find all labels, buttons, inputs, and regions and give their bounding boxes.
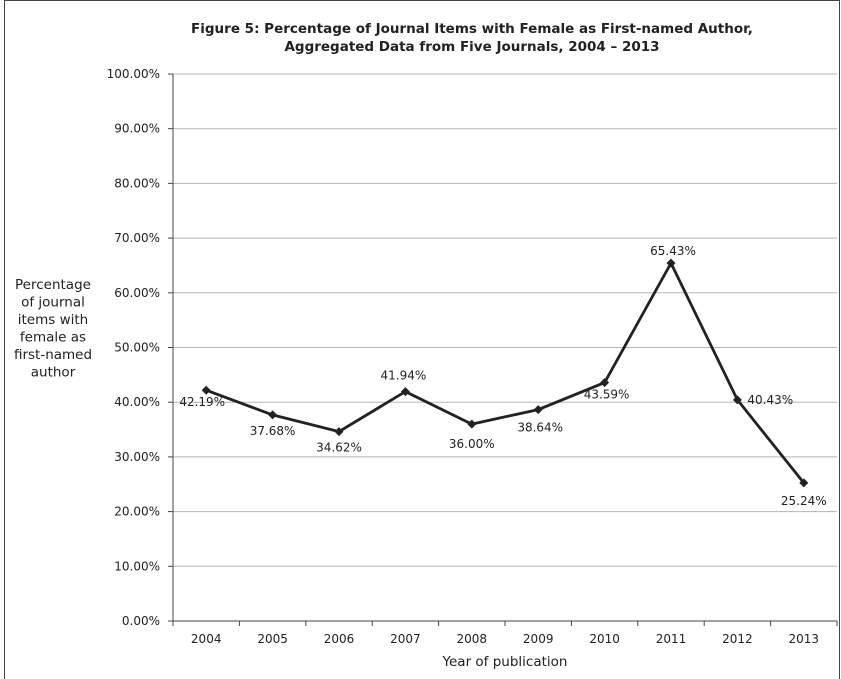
- series-line: [205, 260, 805, 484]
- data-point: [467, 419, 477, 429]
- y-tick-label: 80.00%: [114, 176, 160, 190]
- data-label: 65.43%: [650, 244, 696, 258]
- x-tick-label: 2010: [589, 632, 620, 646]
- y-tick-label: 50.00%: [114, 341, 160, 355]
- data-label: 37.68%: [250, 424, 296, 438]
- y-tick-label: 0.00%: [122, 614, 160, 628]
- data-label: 36.00%: [449, 437, 495, 451]
- data-point: [600, 378, 610, 388]
- chart-title-line: Aggregated Data from Five Journals, 2004…: [284, 39, 659, 55]
- data-label: 34.62%: [316, 441, 362, 455]
- chart-title-line: Figure 5: Percentage of Journal Items wi…: [191, 21, 753, 37]
- x-tick-label: 2008: [457, 632, 488, 646]
- y-tick-label: 70.00%: [114, 231, 160, 245]
- y-tick-label: 30.00%: [114, 450, 160, 464]
- x-tick-label: 2005: [257, 632, 288, 646]
- y-axis-title-line: Percentage: [15, 277, 91, 293]
- y-axis-title-line: female as: [20, 330, 86, 346]
- y-tick-label: 20.00%: [114, 505, 160, 519]
- data-point: [799, 478, 809, 488]
- y-axis-title-line: author: [31, 365, 76, 381]
- data-label: 42.19%: [179, 395, 225, 409]
- data-label: 43.59%: [584, 388, 630, 402]
- data-point: [334, 427, 344, 437]
- x-tick-label: 2012: [722, 632, 753, 646]
- chart-frame: [4, 0, 840, 679]
- x-tick-label: 2011: [656, 632, 687, 646]
- data-point: [732, 395, 742, 405]
- y-axis-title-line: items with: [18, 312, 88, 328]
- data-point: [268, 410, 278, 420]
- y-axis-title-line: of journal: [21, 295, 85, 311]
- data-point: [400, 387, 410, 397]
- y-axis-title-line: first-named: [14, 347, 92, 363]
- x-tick-label: 2007: [390, 632, 421, 646]
- y-tick-label: 60.00%: [114, 286, 160, 300]
- x-tick-label: 2013: [789, 632, 820, 646]
- x-tick-label: 2004: [191, 632, 222, 646]
- x-tick-label: 2009: [523, 632, 554, 646]
- data-label: 38.64%: [517, 421, 563, 435]
- y-tick-label: 90.00%: [114, 122, 160, 136]
- data-label: 25.24%: [781, 494, 827, 508]
- data-label: 41.94%: [381, 369, 427, 383]
- y-tick-label: 40.00%: [114, 395, 160, 409]
- x-axis-title: Year of publication: [442, 654, 568, 670]
- data-point: [201, 385, 211, 395]
- x-tick-label: 2006: [324, 632, 355, 646]
- data-point: [666, 258, 676, 268]
- y-tick-label: 10.00%: [114, 559, 160, 573]
- y-tick-label: 100.00%: [107, 67, 160, 81]
- data-label: 40.43%: [747, 393, 793, 407]
- data-point: [533, 405, 543, 415]
